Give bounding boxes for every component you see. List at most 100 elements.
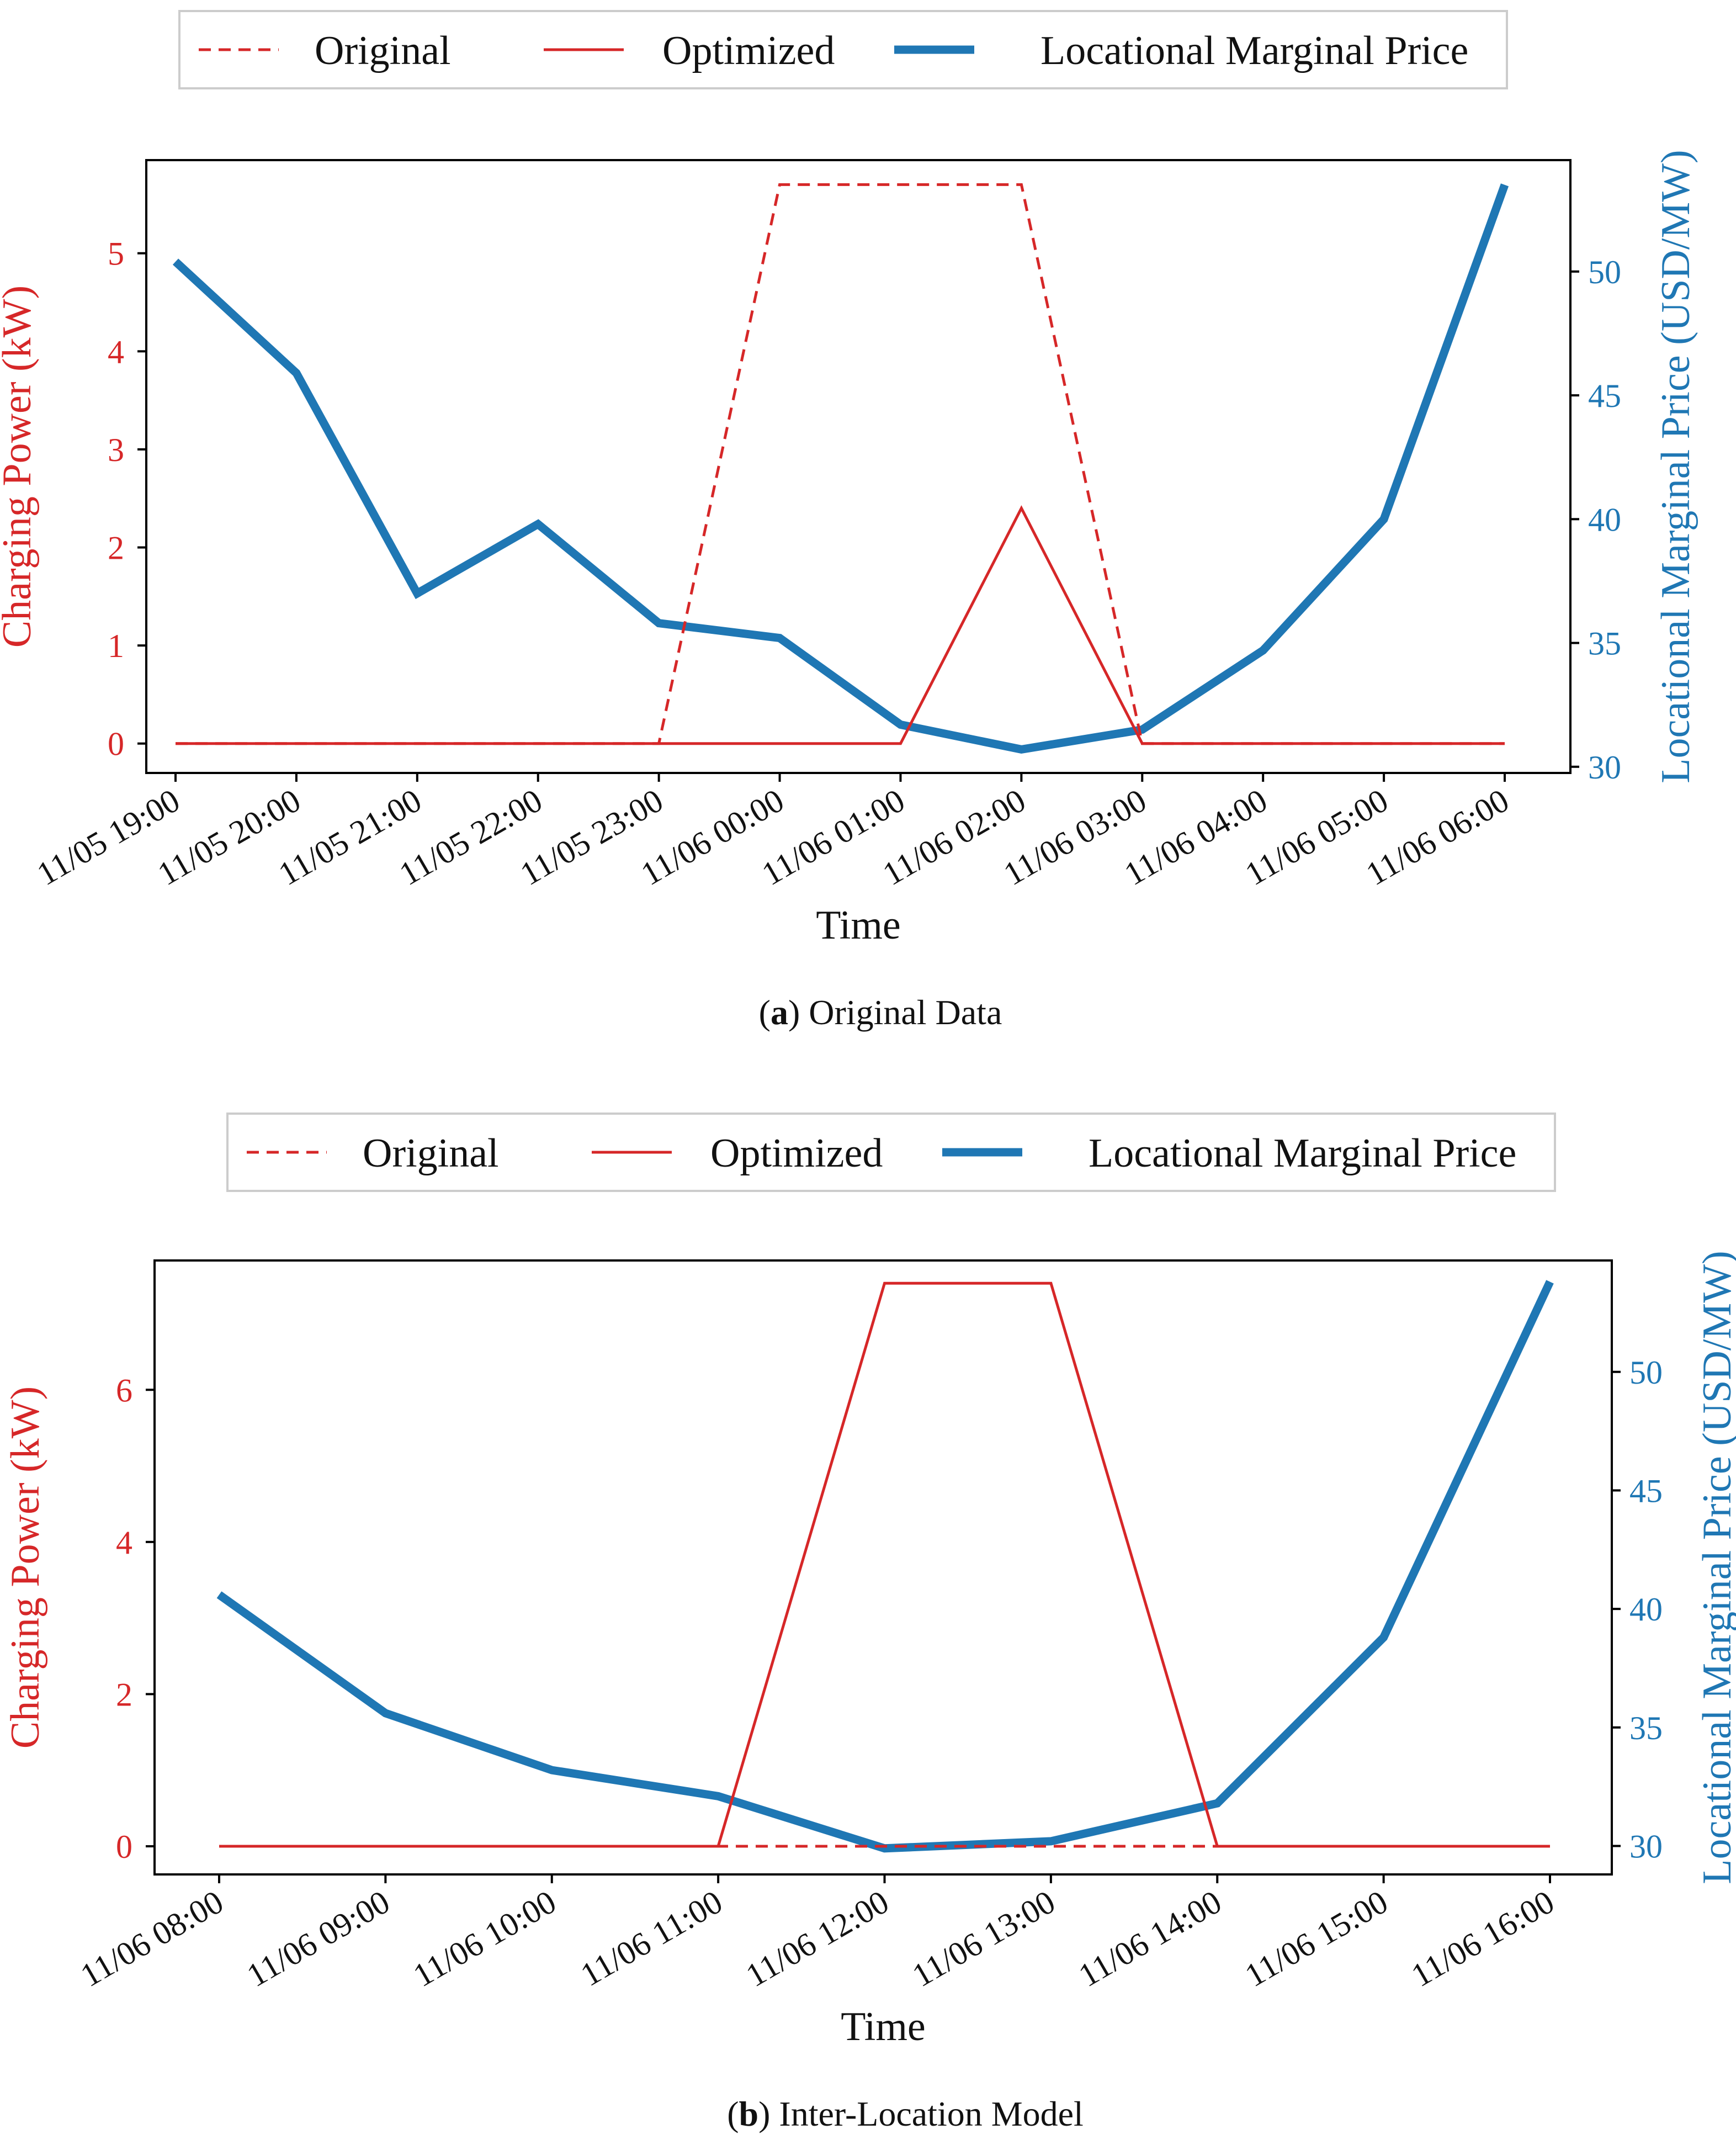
data-point-original: [1050, 1846, 1052, 1847]
left-y-tick-label: 4: [108, 333, 124, 370]
data-point-optimized: [1142, 743, 1143, 744]
right-y-tick-label: 50: [1629, 1354, 1663, 1391]
panel-b: Original Optimized Locational Marginal Pri…: [3, 1113, 1736, 2133]
panel-label: b: [739, 2094, 759, 2133]
x-tick-label: 11/06 12:00: [740, 1883, 895, 1994]
data-point-locational-marginal-price: [219, 1594, 220, 1595]
legend-label-lmp: Locational Marginal Price: [1040, 28, 1468, 73]
plot-frame: [153, 1259, 1613, 1876]
x-tick-label: 11/06 16:00: [1405, 1883, 1560, 1994]
data-point-original: [1021, 184, 1022, 185]
data-point-locational-marginal-price: [1050, 1841, 1052, 1842]
right-y-axis-title: Locational Marginal Price (USD/MW): [1653, 150, 1698, 783]
data-point-optimized: [659, 743, 660, 744]
data-point-locational-marginal-price: [296, 373, 297, 374]
panel-a: Original Optimized Locational Marginal Pri…: [0, 10, 1698, 1032]
left-y-tick-label: 6: [116, 1372, 132, 1408]
data-point-locational-marginal-price: [538, 523, 539, 525]
data-point-optimized: [417, 743, 418, 744]
data-point-locational-marginal-price: [1383, 1637, 1384, 1638]
left-y-tick-label: 0: [116, 1829, 132, 1865]
x-tick-label: 11/06 15:00: [1239, 1883, 1394, 1994]
data-point-optimized: [884, 1283, 885, 1284]
panel-caption-text: ) Original Data: [788, 993, 1002, 1032]
x-tick-label: 11/06 14:00: [1073, 1883, 1228, 1994]
left-y-tick-label: 2: [116, 1676, 132, 1713]
data-point-optimized: [551, 1846, 553, 1847]
plot-frame: [145, 159, 1572, 774]
data-point-optimized: [1050, 1283, 1052, 1284]
data-point-optimized: [1217, 1846, 1218, 1847]
series-line-optimized: [219, 1281, 1550, 1848]
x-tick-label: 11/06 08:00: [75, 1883, 230, 1994]
series-line-locational-marginal-price: [216, 1280, 1554, 1853]
legend-label-optimized: Optimized: [662, 28, 835, 73]
data-point-locational-marginal-price: [175, 261, 176, 262]
panel-caption: (b) Inter-Location Model: [727, 2094, 1084, 2133]
legend-label-original: Original: [315, 28, 451, 73]
legend: Original Optimized Locational Marginal Pri…: [178, 10, 1508, 89]
legend-label-optimized: Optimized: [710, 1131, 883, 1176]
left-y-axis-title: Charging Power (kW): [3, 1386, 48, 1749]
data-point-optimized: [1383, 1846, 1384, 1847]
right-y-tick-label: 35: [1588, 626, 1621, 662]
data-point-locational-marginal-price: [659, 623, 660, 624]
left-y-tick-label: 2: [108, 530, 124, 566]
left-y-tick-label: 5: [108, 236, 124, 272]
right-y-tick-label: 40: [1629, 1591, 1663, 1628]
data-point-locational-marginal-price: [1549, 1281, 1551, 1283]
data-point-locational-marginal-price: [884, 1848, 885, 1849]
right-y-axis-title: Locational Marginal Price (USD/MW): [1695, 1251, 1736, 1884]
left-y-tick-label: 0: [108, 726, 124, 762]
x-tick-label: 11/06 10:00: [407, 1883, 562, 1994]
right-y-tick-label: 30: [1588, 749, 1621, 786]
data-point-locational-marginal-price: [779, 638, 781, 639]
data-point-optimized: [1504, 743, 1505, 744]
data-point-optimized: [1262, 743, 1263, 744]
data-point-locational-marginal-price: [900, 724, 901, 725]
data-point-locational-marginal-price: [718, 1795, 719, 1797]
right-y-tick-label: 50: [1588, 254, 1621, 290]
data-point-optimized: [538, 743, 539, 744]
data-point-optimized: [175, 743, 176, 744]
data-point-optimized: [718, 1846, 719, 1847]
panel-label: a: [771, 993, 788, 1032]
left-y-tick-label: 1: [108, 628, 124, 664]
right-y-tick-label: 35: [1629, 1710, 1663, 1746]
panel-caption: (a) Original Data: [759, 993, 1002, 1032]
data-point-original: [884, 1846, 885, 1847]
left-y-tick-label: 4: [116, 1524, 132, 1561]
data-point-original: [779, 184, 781, 185]
data-point-optimized: [779, 743, 781, 744]
series-line-locational-marginal-price: [172, 183, 1509, 754]
left-y-axis-title: Charging Power (kW): [0, 285, 40, 648]
right-y-tick-label: 45: [1629, 1472, 1663, 1509]
data-point-locational-marginal-price: [1383, 518, 1384, 520]
data-point-optimized: [296, 743, 297, 744]
data-point-optimized: [900, 743, 901, 744]
data-point-optimized: [385, 1846, 386, 1847]
right-y-tick-label: 45: [1588, 378, 1621, 414]
x-axis-title: Time: [816, 903, 901, 948]
panel-caption-text: ) Inter-Location Model: [758, 2094, 1084, 2133]
series-line-original: [176, 183, 1505, 745]
data-point-locational-marginal-price: [417, 593, 418, 594]
data-point-locational-marginal-price: [385, 1713, 386, 1714]
data-point-locational-marginal-price: [1021, 749, 1022, 750]
x-tick-label: 11/06 11:00: [575, 1883, 729, 1993]
data-point-optimized: [1383, 743, 1384, 744]
data-point-optimized: [1549, 1846, 1551, 1847]
legend-label-original: Original: [363, 1131, 499, 1176]
data-point-locational-marginal-price: [551, 1770, 553, 1771]
x-tick-label: 11/06 13:00: [906, 1883, 1061, 1994]
x-axis-title: Time: [841, 2004, 926, 2049]
series-line-optimized: [176, 505, 1505, 745]
data-point-original: [900, 184, 901, 185]
data-point-locational-marginal-price: [1217, 1803, 1218, 1804]
data-point-locational-marginal-price: [1504, 184, 1505, 186]
left-y-tick-label: 3: [108, 432, 124, 468]
right-y-tick-label: 30: [1629, 1828, 1663, 1864]
right-y-tick-label: 40: [1588, 501, 1621, 538]
legend-label-lmp: Locational Marginal Price: [1089, 1131, 1516, 1176]
